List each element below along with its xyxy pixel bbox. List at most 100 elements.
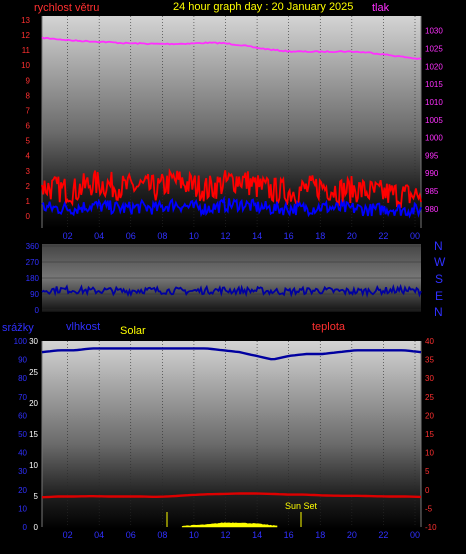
x-tick-label: 12 bbox=[220, 530, 230, 540]
rain-tick-label: 30 bbox=[18, 467, 27, 476]
x-tick-label: 04 bbox=[94, 530, 104, 540]
x-tick-label: 06 bbox=[126, 530, 136, 540]
compass-s: S bbox=[435, 272, 443, 286]
x-tick-label: 02 bbox=[63, 530, 73, 540]
x-tick-label: 16 bbox=[284, 231, 294, 241]
pressure-tick-label: 1025 bbox=[425, 45, 443, 54]
humidity-tick-label: 5 bbox=[34, 492, 39, 501]
direction-tick-label: 0 bbox=[35, 306, 40, 315]
rain-tick-label: 100 bbox=[14, 337, 28, 346]
pressure-tick-label: 1015 bbox=[425, 80, 443, 89]
compass-w: W bbox=[434, 255, 446, 269]
wind-tick-label: 5 bbox=[26, 137, 31, 146]
direction-series bbox=[41, 283, 422, 298]
humidity-tick-label: 0 bbox=[34, 523, 39, 532]
wind-average-line bbox=[41, 195, 422, 219]
direction-tick-label: 90 bbox=[30, 290, 39, 299]
rain-tick-label: 70 bbox=[18, 393, 27, 402]
temp-humidity-plot-area bbox=[42, 341, 421, 529]
wind-axis-title: rychlost větru bbox=[34, 2, 99, 14]
x-tick-label: 10 bbox=[189, 530, 199, 540]
humidity-axis-title: vlhkost bbox=[66, 321, 100, 333]
compass-e: E bbox=[435, 289, 443, 303]
temp-tick-label: -5 bbox=[425, 504, 433, 513]
pressure-tick-label: 1005 bbox=[425, 116, 443, 125]
rain-tick-label: 90 bbox=[18, 356, 27, 365]
wind-tick-label: 11 bbox=[22, 46, 31, 55]
temp-tick-label: 5 bbox=[425, 467, 430, 476]
direction-tick-label: 360 bbox=[26, 242, 40, 251]
x-tick-label: 18 bbox=[315, 231, 325, 241]
rain-tick-label: 80 bbox=[18, 374, 27, 383]
wind-tick-label: 2 bbox=[26, 182, 31, 191]
x-tick-label: 16 bbox=[284, 530, 294, 540]
wind-tick-label: 7 bbox=[26, 106, 31, 115]
x-tick-label: 04 bbox=[94, 231, 104, 241]
wind-tick-label: 0 bbox=[26, 212, 31, 221]
wind-tick-label: 8 bbox=[26, 91, 31, 100]
wind-gust-line bbox=[41, 167, 422, 209]
humidity-line bbox=[41, 347, 422, 361]
x-tick-label: 20 bbox=[347, 231, 357, 241]
pressure-tick-label: 980 bbox=[425, 205, 439, 214]
x-tick-label: 20 bbox=[347, 530, 357, 540]
temp-tick-label: 25 bbox=[425, 393, 434, 402]
temp-tick-label: 30 bbox=[425, 374, 434, 383]
solar-area bbox=[181, 522, 278, 528]
humidity-tick-label: 20 bbox=[29, 399, 38, 408]
pressure-tick-label: 1030 bbox=[425, 27, 443, 36]
x-tick-label: 06 bbox=[126, 231, 136, 241]
rain-tick-label: 10 bbox=[18, 504, 27, 513]
rain-tick-label: 0 bbox=[23, 523, 28, 532]
temperature-axis-title: teplota bbox=[312, 321, 346, 333]
temp-tick-label: 40 bbox=[425, 337, 434, 346]
solar-legend: Solar bbox=[120, 325, 146, 337]
pressure-tick-label: 990 bbox=[425, 169, 439, 178]
x-tick-label: 22 bbox=[378, 530, 388, 540]
rain-tick-label: 40 bbox=[18, 449, 27, 458]
direction-tick-label: 180 bbox=[26, 274, 40, 283]
pressure-tick-label: 1020 bbox=[425, 62, 443, 71]
rain-tick-label: 20 bbox=[18, 486, 27, 495]
wind-tick-label: 13 bbox=[21, 16, 30, 25]
pressure-axis-title: tlak bbox=[372, 2, 390, 14]
wind-pressure-series bbox=[41, 36, 422, 219]
temp-humidity-axes: 0102030405060708090100051015202530-10-50… bbox=[14, 337, 437, 540]
temp-tick-label: 20 bbox=[425, 411, 434, 420]
x-tick-label: 18 bbox=[315, 530, 325, 540]
direction-tick-label: 270 bbox=[26, 258, 40, 267]
temp-tick-label: 10 bbox=[425, 449, 434, 458]
rain-tick-label: 50 bbox=[18, 430, 27, 439]
compass-n-bottom: N bbox=[434, 305, 443, 319]
x-tick-label: 08 bbox=[157, 231, 167, 241]
x-tick-label: 14 bbox=[252, 530, 262, 540]
wind-tick-label: 12 bbox=[21, 31, 30, 40]
wind-tick-label: 3 bbox=[26, 167, 31, 176]
compass-n-top: N bbox=[434, 239, 443, 253]
x-tick-label: 10 bbox=[189, 231, 199, 241]
pressure-tick-label: 985 bbox=[425, 187, 439, 196]
pressure-tick-label: 995 bbox=[425, 151, 439, 160]
pressure-tick-label: 1000 bbox=[425, 134, 443, 143]
temp-humidity-series bbox=[41, 347, 422, 528]
x-tick-label: 12 bbox=[220, 231, 230, 241]
direction-line bbox=[41, 283, 422, 298]
x-tick-label: 02 bbox=[63, 231, 73, 241]
wind-tick-label: 4 bbox=[26, 152, 31, 161]
wind-pressure-axes: 0123456789101112139809859909951000100510… bbox=[21, 16, 443, 241]
wind-pressure-plot-area bbox=[42, 16, 421, 228]
temp-tick-label: 15 bbox=[425, 430, 434, 439]
temp-tick-label: 35 bbox=[425, 356, 434, 365]
temperature-line bbox=[41, 492, 422, 499]
temp-tick-label: 0 bbox=[425, 486, 430, 495]
wind-tick-label: 1 bbox=[26, 197, 31, 206]
humidity-tick-label: 30 bbox=[29, 337, 38, 346]
wind-tick-label: 6 bbox=[26, 122, 31, 131]
pressure-tick-label: 1010 bbox=[425, 98, 443, 107]
rain-tick-label: 60 bbox=[18, 411, 27, 420]
wind-tick-label: 9 bbox=[26, 76, 31, 85]
humidity-tick-label: 10 bbox=[29, 461, 38, 470]
humidity-tick-label: 15 bbox=[29, 430, 38, 439]
rain-axis-title: srážky bbox=[2, 322, 34, 334]
